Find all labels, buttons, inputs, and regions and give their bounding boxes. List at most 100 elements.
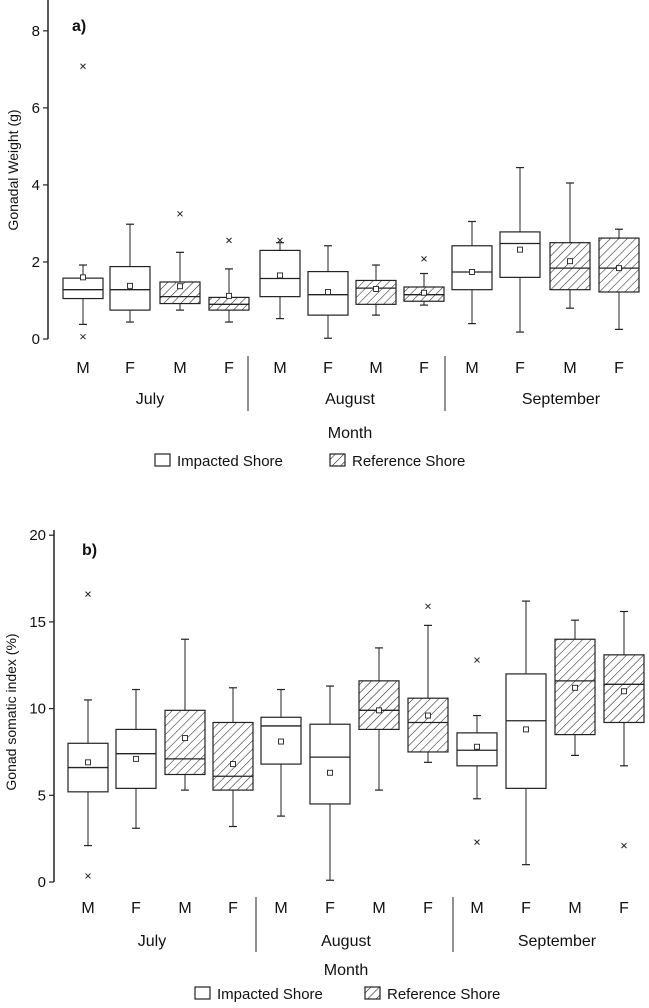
box-september-m-impacted [456, 657, 498, 845]
box-august-f-reference [403, 256, 445, 306]
box-iqr [62, 277, 104, 300]
box-iqr [164, 709, 206, 776]
mean-marker [474, 743, 480, 750]
mean-marker [376, 707, 382, 714]
mean-marker [325, 289, 331, 295]
legend-swatch-reference [364, 986, 381, 1000]
outlier-marker [177, 210, 183, 217]
group-label-september: September [522, 391, 601, 408]
x-tick-label: M [273, 360, 286, 377]
box-september-f-reference [598, 228, 640, 330]
box-august-m-impacted [259, 237, 301, 320]
x-axis-label: Month [328, 425, 372, 442]
x-tick-label: M [369, 360, 382, 377]
box-september-m-impacted [451, 220, 493, 325]
outlier-marker [621, 842, 627, 849]
mean-marker [226, 292, 232, 299]
legend-label: Impacted Shore [177, 453, 283, 470]
group-label-august: August [325, 391, 375, 408]
mean-marker [85, 759, 91, 766]
x-tick-label: F [323, 360, 333, 377]
box-iqr [407, 697, 449, 753]
x-tick-label: M [178, 900, 191, 917]
x-tick-label: M [465, 360, 478, 377]
mean-marker [517, 246, 523, 253]
box-iqr [307, 270, 349, 316]
panel-b: b) Gonad somatic index (%) Month 0 5 10 15 2… [3, 527, 645, 1003]
outlier-marker [85, 591, 91, 598]
x-axis-label: Month [324, 962, 368, 979]
box-july-f-impacted [109, 223, 151, 323]
mean-marker [621, 688, 627, 695]
x-tick-label: M [274, 900, 287, 917]
box-september-m-reference [554, 619, 596, 757]
y-tick-label: 2 [32, 254, 40, 271]
legend-swatch-impacted [194, 986, 211, 1000]
y-tick-label: 6 [32, 100, 40, 117]
mean-marker [80, 274, 86, 281]
box-september-f-impacted [505, 600, 547, 866]
mean-marker [425, 712, 431, 719]
mean-marker [567, 258, 573, 265]
legend: Impacted Shore Reference Shore [154, 453, 465, 470]
mean-marker [373, 285, 379, 292]
y-axis-label: Gonadal Weight (g) [5, 109, 21, 230]
group-label-august: August [321, 933, 371, 950]
outlier-marker [277, 237, 283, 244]
x-tick-label: M [568, 900, 581, 917]
outlier-marker [425, 603, 431, 610]
box-july-f-impacted [115, 688, 157, 829]
legend-swatch-impacted [154, 453, 171, 467]
outlier-marker [421, 256, 427, 262]
mean-marker [616, 265, 622, 272]
outlier-marker [80, 333, 86, 340]
outlier-marker [474, 839, 480, 845]
x-tick-label: F [125, 360, 135, 377]
outlier-marker [474, 657, 480, 663]
legend-label: Reference Shore [352, 453, 465, 470]
box-august-f-impacted [307, 245, 349, 339]
legend-label: Impacted Shore [217, 986, 323, 1003]
x-tick-label: F [619, 900, 629, 917]
x-tick-label: M [173, 360, 186, 377]
y-tick-label: 15 [29, 614, 46, 631]
mean-marker [177, 283, 183, 290]
box-august-f-impacted [309, 685, 351, 881]
box-august-m-impacted [260, 688, 302, 817]
box-july-f-reference [208, 237, 250, 323]
mean-marker [230, 761, 236, 768]
x-tick-label: F [131, 900, 141, 917]
x-tick-label: M [563, 360, 576, 377]
box-july-m-impacted [62, 63, 104, 340]
mean-marker [277, 272, 283, 279]
outlier-marker [80, 63, 86, 70]
box-iqr [212, 721, 254, 791]
y-tick-label: 8 [32, 23, 40, 40]
y-axis-label: Gonad somatic index (%) [3, 633, 19, 790]
box-july-m-impacted [67, 591, 109, 879]
box-july-m-reference [164, 638, 206, 791]
y-tick-label: 0 [32, 331, 40, 348]
mean-marker [523, 726, 529, 733]
mean-marker [327, 769, 333, 776]
box-august-m-reference [355, 264, 397, 316]
x-tick-label: M [372, 900, 385, 917]
mean-marker [469, 269, 475, 275]
x-tick-label: F [515, 360, 525, 377]
box-iqr [451, 245, 493, 291]
box-iqr [358, 680, 400, 731]
box-september-f-impacted [499, 166, 541, 333]
group-label-july: July [136, 391, 164, 408]
box-iqr [355, 279, 397, 305]
box-iqr [159, 281, 201, 305]
box-iqr [598, 237, 640, 293]
x-tick-label: F [614, 360, 624, 377]
panel-label: b) [82, 542, 97, 559]
box-september-f-reference [603, 610, 645, 849]
x-tick-label: M [470, 900, 483, 917]
y-tick-label: 4 [32, 177, 40, 194]
x-tick-label: M [76, 360, 89, 377]
y-tick-label: 10 [29, 701, 46, 718]
box-iqr [549, 242, 591, 291]
